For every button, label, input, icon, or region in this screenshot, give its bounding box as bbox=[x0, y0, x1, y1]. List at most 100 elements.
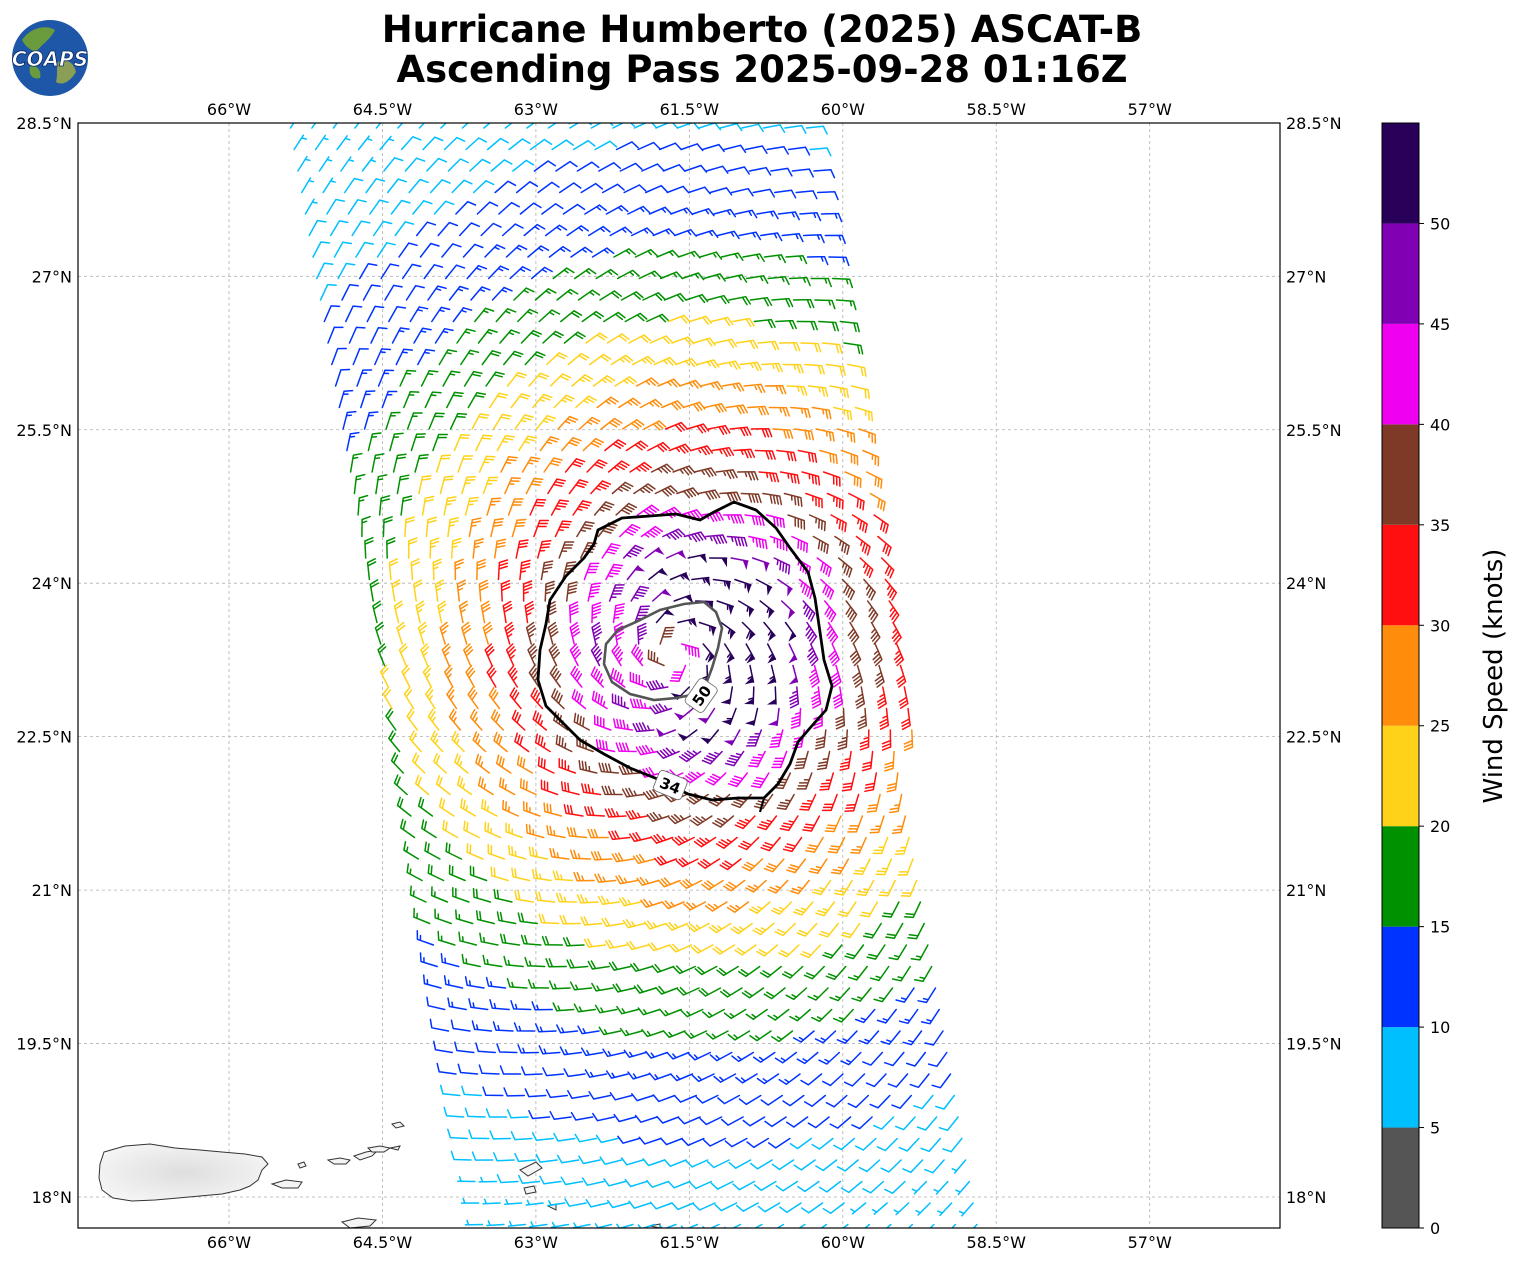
wind-barb bbox=[828, 256, 850, 267]
wind-barb bbox=[596, 396, 619, 409]
wind-barb bbox=[822, 944, 843, 959]
colorbar-bin-0 bbox=[1382, 1127, 1419, 1228]
wind-barb bbox=[813, 707, 823, 730]
wind-barb bbox=[691, 208, 715, 217]
wind-barb bbox=[942, 1137, 963, 1153]
coastlines bbox=[98, 1121, 661, 1228]
wind-barb bbox=[476, 558, 486, 581]
wind-barb bbox=[524, 600, 535, 624]
wind-barb bbox=[675, 857, 699, 868]
wind-barb bbox=[702, 1223, 720, 1228]
colorbar-tick-label: 50 bbox=[1430, 214, 1450, 233]
wind-barb bbox=[768, 406, 790, 417]
wind-barb bbox=[671, 1202, 695, 1211]
wind-barb bbox=[604, 439, 627, 452]
wind-barb bbox=[507, 498, 524, 516]
wind-barb bbox=[539, 1175, 562, 1185]
wind-barb bbox=[343, 177, 364, 194]
wind-barb bbox=[558, 757, 577, 774]
wind-barb bbox=[403, 841, 420, 860]
wind-barb bbox=[589, 353, 612, 366]
wind-barb bbox=[813, 169, 836, 179]
wind-barb bbox=[569, 981, 593, 991]
wind-barb bbox=[763, 987, 786, 1000]
wind-barb bbox=[717, 1094, 741, 1105]
wind-barb bbox=[376, 242, 396, 258]
wind-barb bbox=[648, 1072, 672, 1081]
lat-tick-label: 25.5°N bbox=[16, 421, 72, 440]
wind-barb bbox=[658, 1008, 682, 1017]
wind-barb bbox=[326, 198, 346, 215]
wind-barb bbox=[744, 707, 759, 726]
wind-barb bbox=[570, 246, 593, 258]
wind-barb bbox=[853, 858, 871, 876]
wind-barb bbox=[697, 489, 721, 501]
wind-barb bbox=[742, 1116, 766, 1127]
wind-barb bbox=[814, 1030, 837, 1044]
wind-barb bbox=[594, 873, 617, 883]
wind-barb bbox=[549, 1110, 572, 1120]
wind-barb bbox=[691, 1073, 715, 1083]
wind-barb bbox=[628, 1200, 652, 1209]
wind-barb bbox=[606, 1199, 630, 1209]
wind-barb bbox=[433, 752, 448, 774]
wind-barb bbox=[482, 476, 499, 495]
wind-barb bbox=[545, 958, 567, 968]
wind-barb bbox=[390, 199, 411, 215]
wind-barb bbox=[618, 397, 641, 409]
wind-barb bbox=[430, 730, 444, 753]
wind-barb bbox=[636, 504, 660, 517]
wind-barb bbox=[573, 712, 591, 731]
wind-barb bbox=[702, 643, 715, 663]
wind-barb bbox=[481, 798, 498, 817]
wind-barb bbox=[654, 485, 678, 497]
wind-barb bbox=[497, 559, 509, 581]
wind-barb bbox=[859, 901, 879, 918]
wind-barb bbox=[580, 182, 604, 194]
wind-barb bbox=[709, 1051, 733, 1062]
wind-barb bbox=[744, 664, 755, 685]
wind-barb bbox=[773, 772, 792, 790]
wind-barb bbox=[340, 156, 355, 172]
wind-barb bbox=[564, 1198, 587, 1207]
wind-barb bbox=[913, 965, 933, 982]
wind-barb bbox=[777, 578, 793, 597]
wind-barb bbox=[831, 277, 854, 289]
wind-barb bbox=[461, 1085, 483, 1097]
wind-barb bbox=[458, 222, 480, 237]
wind-barb bbox=[382, 516, 393, 538]
wind-barb bbox=[448, 708, 462, 731]
wind-barb bbox=[707, 424, 731, 435]
wind-barb bbox=[661, 400, 685, 411]
wind-barb bbox=[660, 1137, 684, 1146]
wind-barb bbox=[603, 311, 626, 323]
wind-barb bbox=[731, 793, 752, 809]
colorbar-bin-6 bbox=[1382, 524, 1419, 626]
wind-barb bbox=[938, 1116, 959, 1132]
wind-barb bbox=[424, 391, 442, 409]
wind-barb bbox=[504, 477, 521, 495]
wind-barb bbox=[499, 1065, 522, 1075]
wind-barb bbox=[507, 1220, 527, 1227]
wind-barb bbox=[692, 337, 716, 347]
wind-barb bbox=[654, 855, 678, 866]
wind-barb bbox=[623, 184, 647, 194]
wind-barb bbox=[561, 436, 582, 452]
wind-barb bbox=[819, 772, 835, 791]
wind-barb bbox=[415, 221, 437, 237]
wind-barb bbox=[406, 412, 423, 430]
wind-barb bbox=[409, 885, 427, 903]
wind-barb bbox=[667, 1180, 691, 1189]
wind-barb bbox=[407, 537, 418, 559]
wind-barb bbox=[816, 190, 839, 201]
wind-barb bbox=[793, 901, 814, 916]
wind-barb bbox=[566, 959, 589, 969]
wind-barb bbox=[396, 796, 412, 817]
wind-barb bbox=[502, 600, 513, 624]
wind-barb bbox=[573, 871, 595, 882]
wind-barb bbox=[869, 1094, 891, 1109]
wind-barb bbox=[565, 581, 578, 602]
wind-barb bbox=[430, 886, 449, 903]
wind-barb bbox=[816, 557, 832, 577]
wind-barb bbox=[482, 621, 493, 645]
